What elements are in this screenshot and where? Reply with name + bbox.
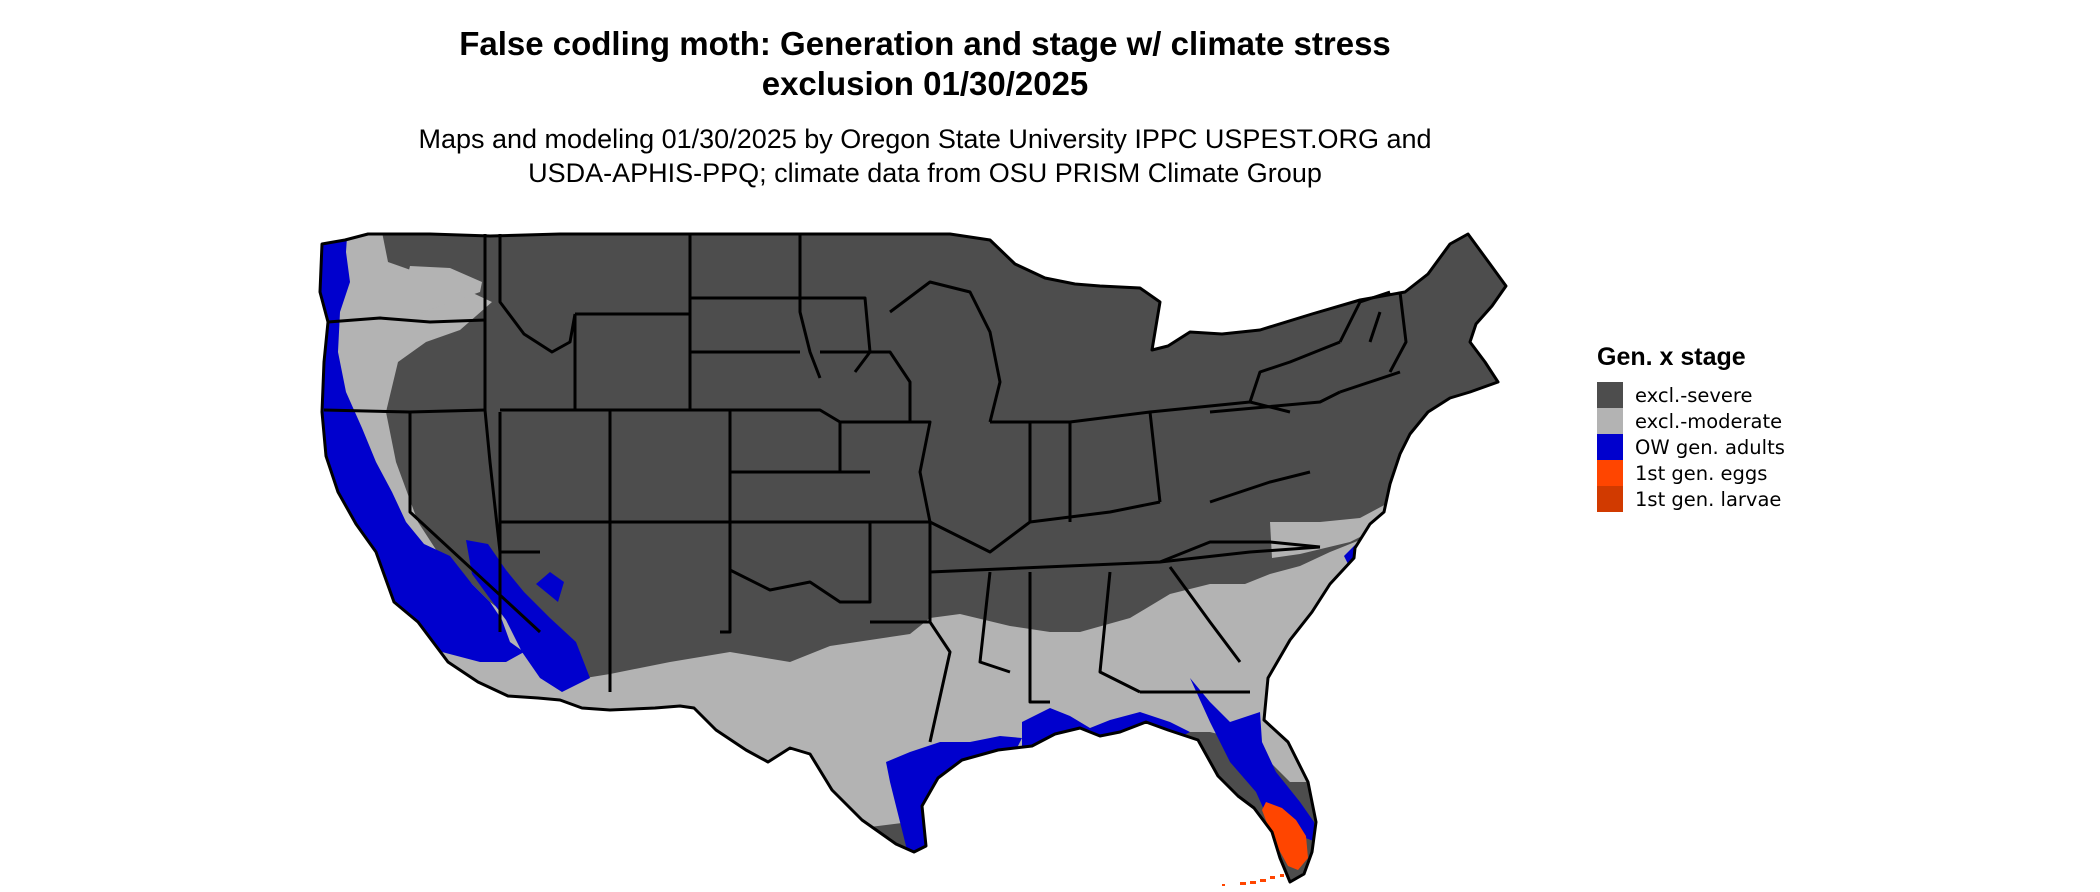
map-subtitle-line-2: USDA-APHIS-PPQ; climate data from OSU PR… <box>528 158 1322 188</box>
map-title-line-1: False codling moth: Generation and stage… <box>459 25 1391 62</box>
zone-1st-gen-eggs <box>1262 802 1308 870</box>
map-title: False codling moth: Generation and stage… <box>300 24 1550 104</box>
legend-item-excl-moderate: excl.-moderate <box>1597 408 1785 434</box>
map-subtitle-line-1: Maps and modeling 01/30/2025 by Oregon S… <box>418 124 1432 154</box>
title-block: False codling moth: Generation and stage… <box>300 24 1550 190</box>
legend-swatch-excl-severe <box>1597 382 1623 408</box>
legend-swatch-ow-gen-adults <box>1597 434 1623 460</box>
legend-label-1st-gen-larvae: 1st gen. larvae <box>1635 487 1782 511</box>
legend-item-ow-gen-adults: OW gen. adults <box>1597 434 1785 460</box>
map-subtitle: Maps and modeling 01/30/2025 by Oregon S… <box>300 122 1550 190</box>
legend-title: Gen. x stage <box>1597 343 1746 371</box>
legend-item-1st-gen-larvae: 1st gen. larvae <box>1597 486 1785 512</box>
legend: Gen. x stage excl.-severe excl.-moderate… <box>1597 342 1785 512</box>
florida-keys <box>1222 874 1284 886</box>
legend-item-excl-severe: excl.-severe <box>1597 382 1785 408</box>
legend-item-1st-gen-eggs: 1st gen. eggs <box>1597 460 1785 486</box>
legend-swatch-1st-gen-larvae <box>1597 486 1623 512</box>
legend-label-ow-gen-adults: OW gen. adults <box>1635 435 1785 459</box>
legend-swatch-1st-gen-eggs <box>1597 460 1623 486</box>
legend-label-excl-moderate: excl.-moderate <box>1635 409 1783 433</box>
map-title-line-2: exclusion 01/30/2025 <box>761 65 1089 102</box>
legend-label-excl-severe: excl.-severe <box>1635 383 1753 407</box>
legend-swatch-excl-moderate <box>1597 408 1623 434</box>
legend-label-1st-gen-eggs: 1st gen. eggs <box>1635 461 1768 485</box>
us-map <box>318 232 1508 886</box>
state-borders <box>318 232 1508 884</box>
